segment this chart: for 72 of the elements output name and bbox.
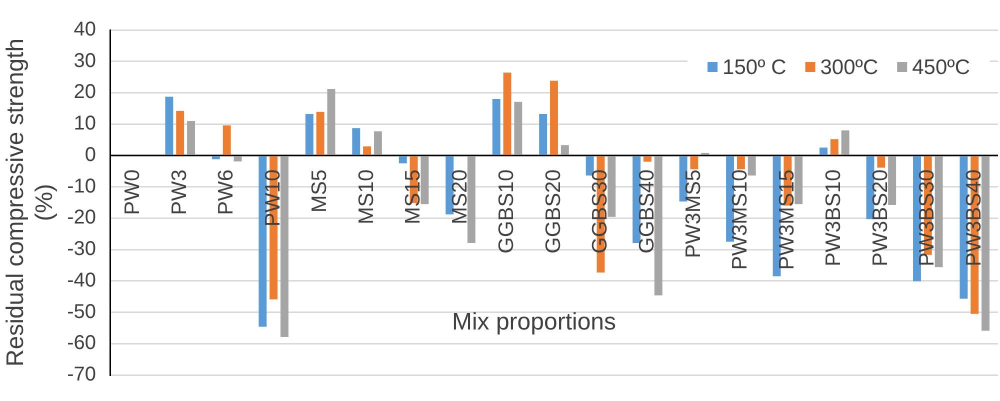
bar: [222, 125, 231, 155]
bar: [280, 156, 288, 338]
bar: [654, 156, 662, 296]
y-tick-label: 20: [74, 81, 96, 104]
y-tick-label: -50: [67, 300, 96, 323]
bar: [748, 156, 756, 176]
bar: [305, 114, 314, 155]
bar: [327, 88, 336, 155]
x-tick-label: PW3MS10: [728, 169, 752, 270]
bar: [514, 102, 522, 155]
bar: [982, 156, 990, 331]
bar: [550, 80, 558, 155]
bar: [234, 156, 242, 162]
y-tick-label: 40: [74, 18, 96, 41]
bar: [830, 139, 838, 155]
bar: [398, 156, 407, 164]
y-tick-label: 10: [74, 112, 96, 135]
legend-label: 150º C: [722, 56, 786, 79]
x-tick-label: GGBS10: [495, 169, 518, 254]
bar: [934, 156, 943, 268]
y-tick-label: -10: [67, 175, 96, 198]
x-tick-label: PW3: [168, 169, 191, 215]
x-tick-label: PW3MS15: [775, 169, 798, 270]
x-tick-label: MS15: [402, 169, 425, 224]
bar: [608, 156, 616, 217]
y-tick-label: -60: [67, 332, 96, 354]
x-tick-label: PW3BS10: [822, 169, 846, 266]
bar: [374, 131, 382, 155]
x-tick-label: MS5: [308, 169, 332, 213]
x-tick-label: PW3BS30: [916, 169, 939, 266]
bar: [165, 96, 174, 155]
legend-label: 300ºC: [820, 56, 878, 79]
y-tick-label: 30: [74, 50, 96, 72]
bar: [363, 146, 372, 155]
bar: [888, 156, 896, 206]
bar: [352, 128, 360, 155]
bar: [539, 114, 548, 155]
bar: [794, 156, 803, 204]
bar: [492, 99, 500, 155]
x-tick-label: MS20: [448, 169, 472, 224]
bar: [503, 72, 512, 155]
x-tick-label: PW10: [261, 169, 284, 227]
y-tick-label: -30: [67, 238, 96, 260]
x-tick-label: PW3BS40: [962, 169, 986, 266]
bar: [643, 156, 652, 162]
bar: [841, 130, 850, 155]
x-tick-label: PW6: [214, 169, 238, 215]
x-axis-title: Mix proportions: [452, 308, 616, 336]
x-tick-label: PW3BS20: [868, 169, 892, 266]
x-tick-label: PW0: [121, 169, 144, 215]
bar: [467, 156, 476, 243]
x-tick-label: GGBS30: [588, 169, 612, 254]
bar: [187, 120, 195, 155]
x-tick-label: GGBS20: [542, 169, 565, 254]
y-tick-label: -40: [67, 269, 96, 292]
bar: [820, 148, 828, 155]
bar: [316, 112, 324, 155]
bar: [560, 145, 569, 155]
bar: [690, 156, 698, 170]
x-tick-label: GGBS40: [635, 169, 658, 254]
y-tick-label: 0: [84, 144, 96, 166]
bar: [420, 156, 429, 204]
y-axis-title: Residual compressive strength (%): [2, 38, 58, 367]
x-tick-label: PW3MS5: [682, 169, 706, 258]
x-tick-label: MS10: [354, 169, 378, 224]
bar: [877, 156, 886, 168]
bar: [212, 156, 220, 160]
legend-label: 450ºC: [912, 56, 970, 79]
bar: [176, 110, 184, 155]
bar: [736, 156, 745, 170]
y-tick-label: -70: [67, 364, 96, 386]
y-tick-label: -20: [67, 206, 96, 229]
